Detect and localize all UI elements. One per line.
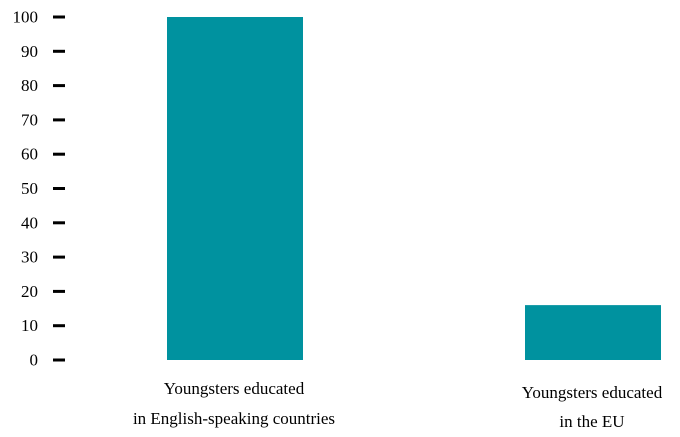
x-category-label: Youngsters educated — [522, 383, 663, 402]
y-tick-label: 10 — [21, 316, 38, 335]
y-tick-label: 70 — [21, 110, 38, 129]
y-tick-label: 80 — [21, 76, 38, 95]
x-category-label: Youngsters educated — [164, 379, 305, 398]
bar — [167, 17, 303, 360]
y-tick-label: 90 — [21, 42, 38, 61]
y-tick-label: 30 — [21, 248, 38, 267]
y-axis: 0 10 20 30 40 50 60 70 80 90 100 — [13, 8, 65, 370]
x-axis-labels: Youngsters educated in English-speaking c… — [133, 379, 663, 431]
x-category-label: in the EU — [559, 412, 624, 431]
y-tick-label: 0 — [30, 351, 39, 370]
y-tick-label: 40 — [21, 213, 38, 232]
y-tick-label: 100 — [13, 8, 39, 27]
y-tick-label: 60 — [21, 145, 38, 164]
y-tick-label: 50 — [21, 179, 38, 198]
bar — [525, 305, 661, 360]
bars — [167, 17, 661, 360]
x-category-label: in English-speaking countries — [133, 409, 335, 428]
y-tick-label: 20 — [21, 282, 38, 301]
